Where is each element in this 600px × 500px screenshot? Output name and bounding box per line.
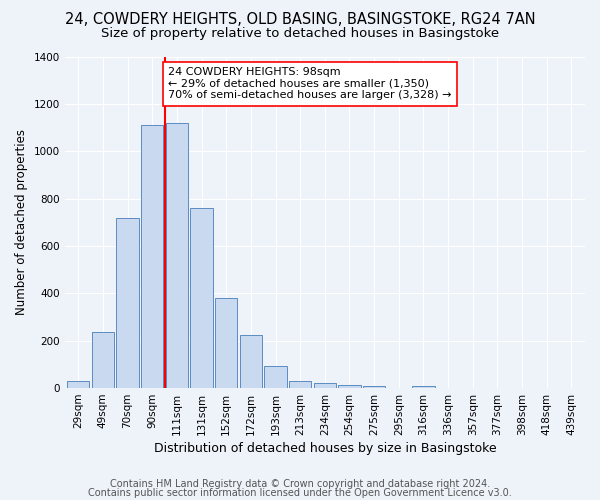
Y-axis label: Number of detached properties: Number of detached properties <box>15 130 28 316</box>
Text: 24 COWDERY HEIGHTS: 98sqm
← 29% of detached houses are smaller (1,350)
70% of se: 24 COWDERY HEIGHTS: 98sqm ← 29% of detac… <box>168 67 452 100</box>
Bar <box>363 386 385 388</box>
Bar <box>166 123 188 388</box>
Text: 24, COWDERY HEIGHTS, OLD BASING, BASINGSTOKE, RG24 7AN: 24, COWDERY HEIGHTS, OLD BASING, BASINGS… <box>65 12 535 28</box>
Bar <box>141 125 163 388</box>
Bar <box>67 381 89 388</box>
Text: Size of property relative to detached houses in Basingstoke: Size of property relative to detached ho… <box>101 28 499 40</box>
Bar <box>314 383 336 388</box>
Bar <box>412 386 434 388</box>
Bar <box>215 298 237 388</box>
Bar <box>116 218 139 388</box>
Bar <box>190 208 212 388</box>
Bar <box>240 335 262 388</box>
X-axis label: Distribution of detached houses by size in Basingstoke: Distribution of detached houses by size … <box>154 442 496 455</box>
Bar <box>92 332 114 388</box>
Bar <box>338 384 361 388</box>
Text: Contains HM Land Registry data © Crown copyright and database right 2024.: Contains HM Land Registry data © Crown c… <box>110 479 490 489</box>
Bar <box>265 366 287 388</box>
Text: Contains public sector information licensed under the Open Government Licence v3: Contains public sector information licen… <box>88 488 512 498</box>
Bar <box>289 381 311 388</box>
